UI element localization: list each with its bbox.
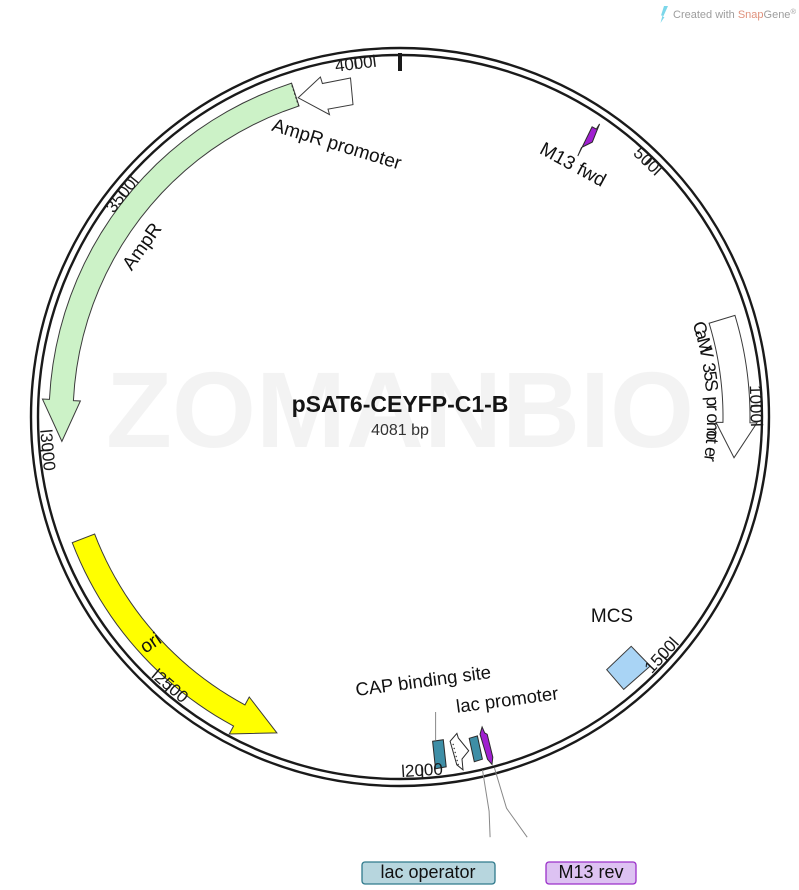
svg-text:S: S [701, 378, 722, 392]
svg-text:4000l: 4000l [334, 52, 378, 76]
svg-text:t: t [702, 438, 722, 444]
svg-text:r: r [700, 454, 721, 462]
svg-text:1500l: 1500l [641, 634, 683, 678]
svg-text:500l: 500l [630, 143, 666, 179]
svg-text:r: r [703, 404, 723, 411]
svg-text:lac promoter: lac promoter [455, 682, 560, 716]
svg-text:AmpR promoter: AmpR promoter [269, 115, 404, 174]
svg-text:l2000: l2000 [401, 760, 444, 782]
svg-text:pSAT6-CEYFP-C1-B: pSAT6-CEYFP-C1-B [292, 391, 509, 417]
svg-text:1000l: 1000l [746, 385, 766, 427]
svg-text:Created with SnapGene®: Created with SnapGene® [673, 7, 796, 21]
svg-text:M13 rev: M13 rev [558, 862, 623, 882]
svg-text:lac operator: lac operator [380, 862, 475, 882]
svg-text:M13 fwd: M13 fwd [536, 139, 609, 192]
svg-text:4081 bp: 4081 bp [371, 422, 429, 439]
svg-text:MCS: MCS [591, 606, 633, 627]
svg-text:l3000: l3000 [36, 428, 59, 471]
